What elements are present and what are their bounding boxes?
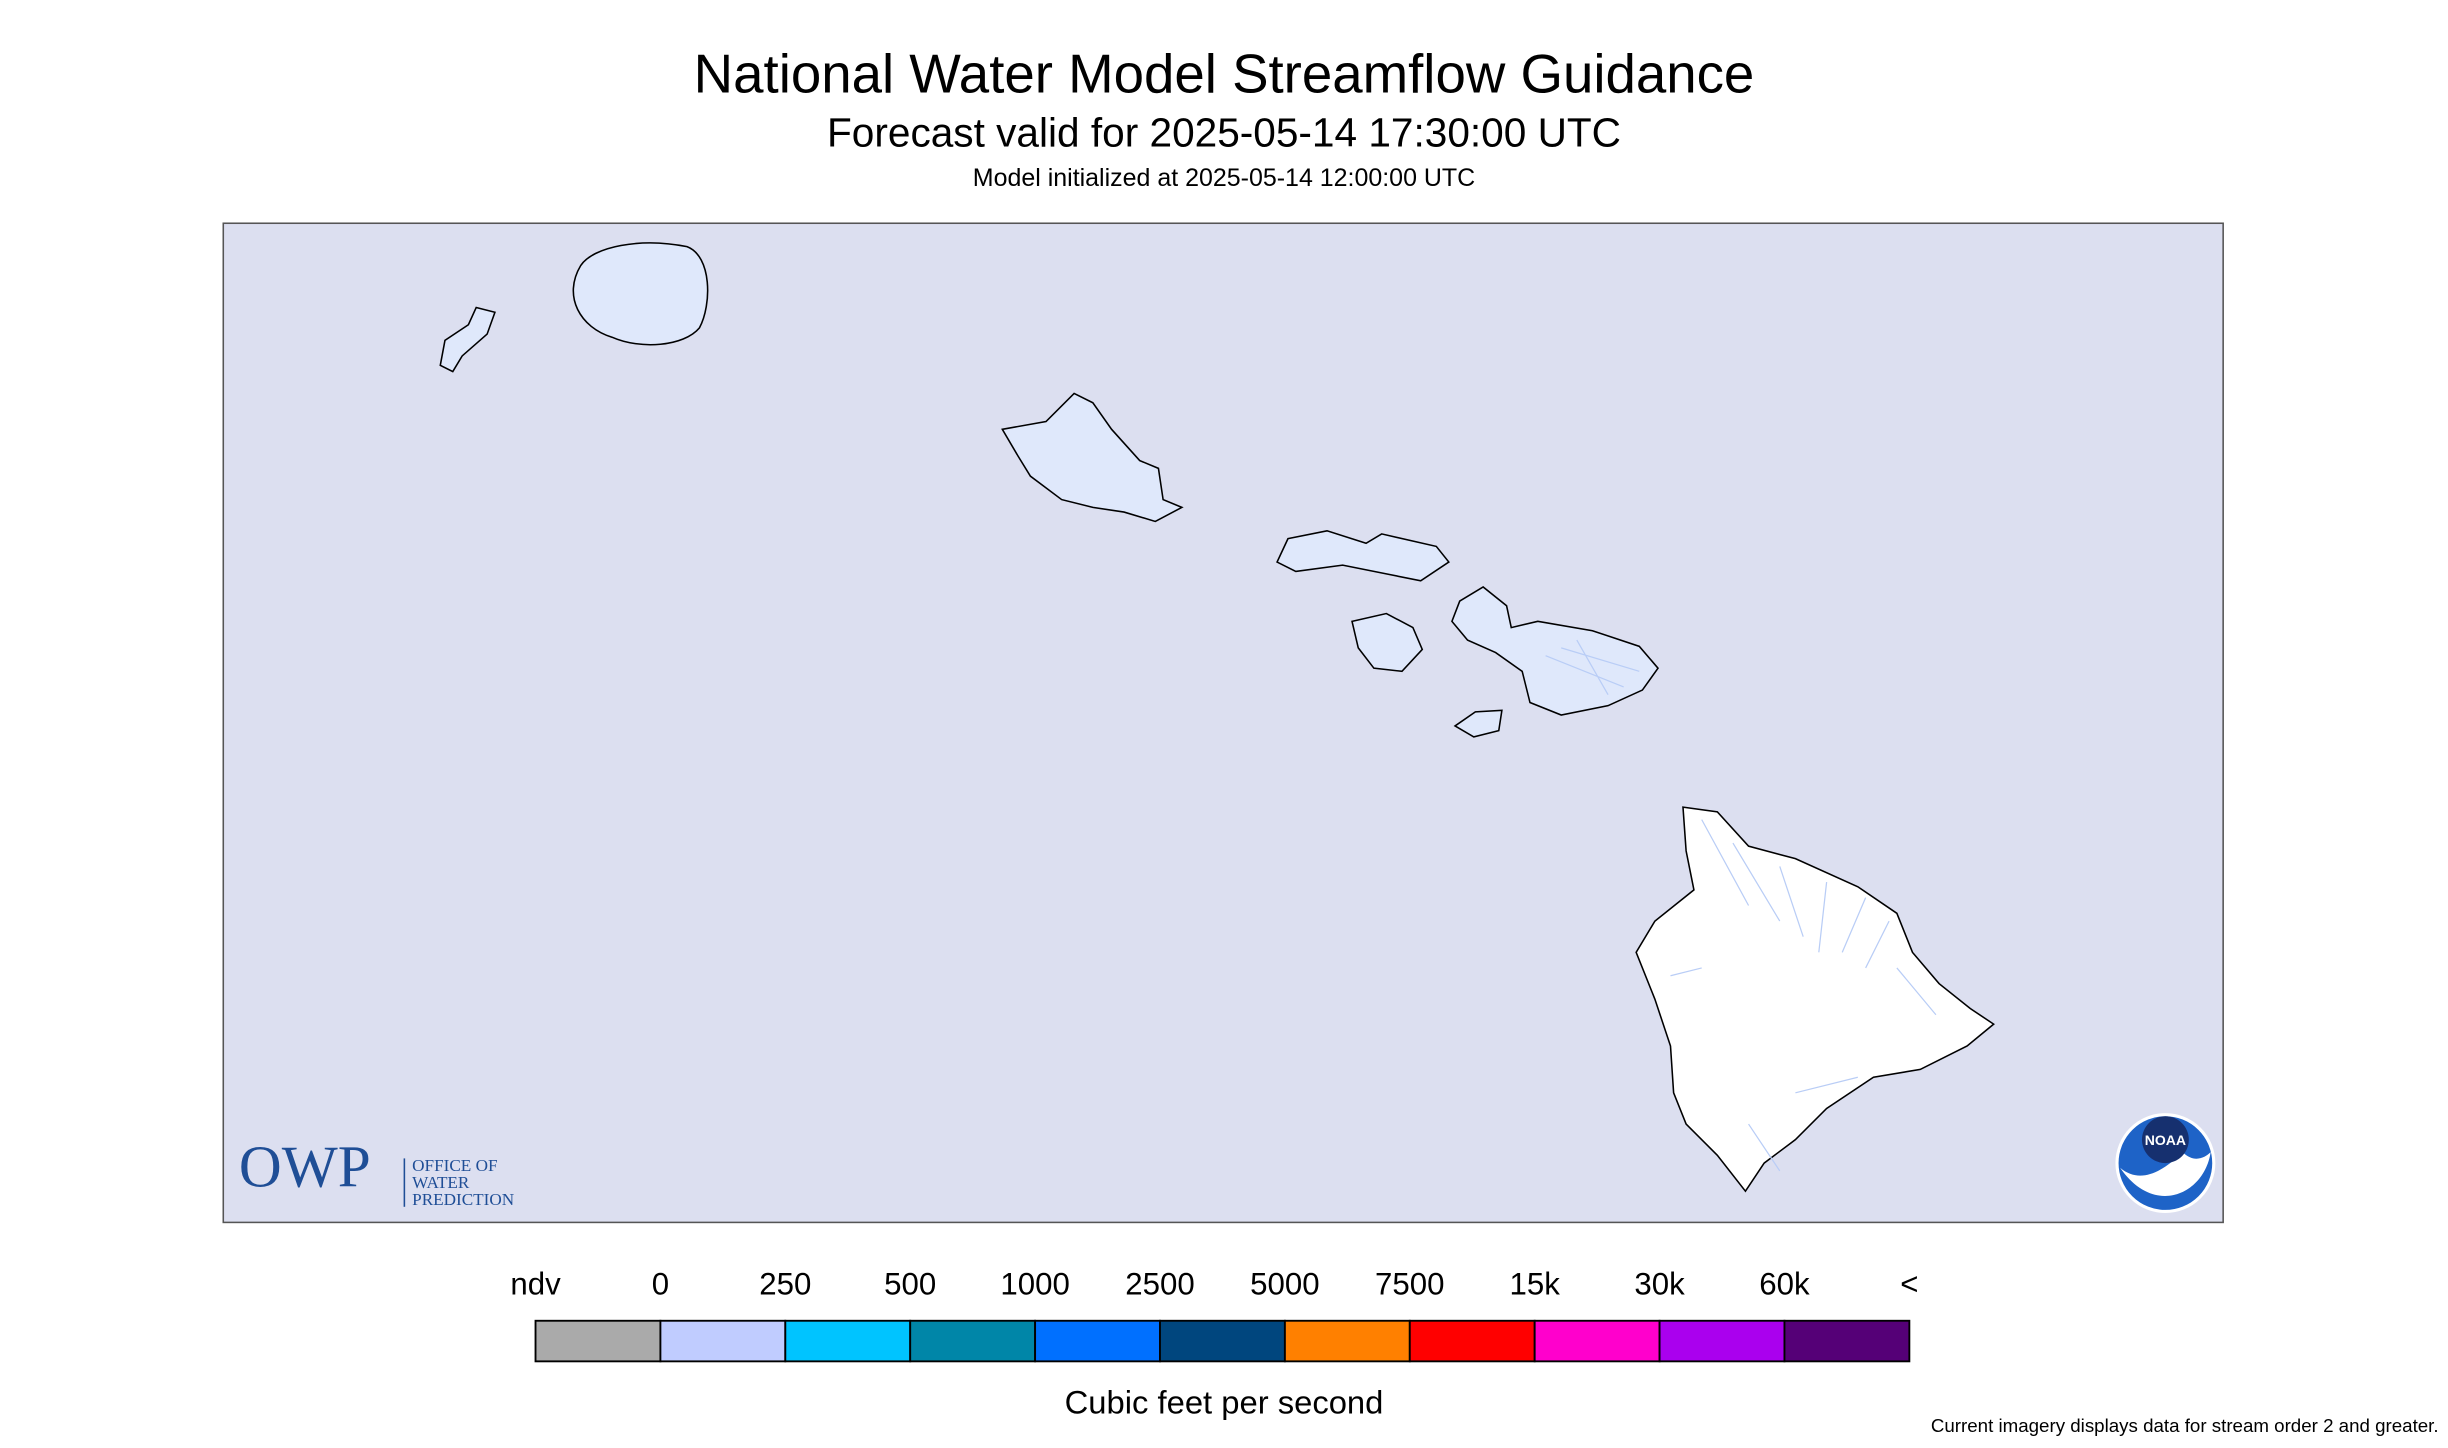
legend-swatch bbox=[1783, 1319, 1911, 1363]
legend-label: 1000 bbox=[1000, 1267, 1069, 1302]
legend-unit: Cubic feet per second bbox=[1065, 1384, 1384, 1421]
legend-swatch bbox=[1533, 1319, 1661, 1363]
noaa-logo: NOAA bbox=[2115, 1113, 2216, 1214]
island-oahu bbox=[1001, 392, 1184, 523]
legend-label: 500 bbox=[884, 1267, 936, 1302]
noaa-gull bbox=[2120, 1152, 2211, 1196]
subtitle: Forecast valid for 2025-05-14 17:30:00 U… bbox=[827, 110, 1621, 156]
island-hawaii bbox=[1635, 806, 1995, 1193]
owp-logo: OWP OFFICE OF WATER PREDICTION bbox=[239, 1134, 514, 1210]
legend-label: 0 bbox=[652, 1267, 669, 1302]
legend-label: 60k bbox=[1759, 1267, 1810, 1302]
island-kahoolawe bbox=[1453, 709, 1503, 738]
owp-logo-text: OWP bbox=[239, 1134, 371, 1200]
footnote: Current imagery displays data for stream… bbox=[1931, 1415, 2439, 1436]
island-kauai bbox=[572, 242, 709, 346]
owp-line: OFFICE OF bbox=[412, 1156, 497, 1175]
map-frame bbox=[222, 222, 2224, 1224]
legend-swatch bbox=[1408, 1319, 1536, 1363]
noaa-top bbox=[2141, 1116, 2189, 1164]
island-maui bbox=[1451, 586, 1660, 716]
legend-label: 5000 bbox=[1250, 1267, 1319, 1302]
legend-label: 2500 bbox=[1125, 1267, 1194, 1302]
island-niihau bbox=[439, 306, 496, 373]
noaa-text: NOAA bbox=[2145, 1132, 2186, 1148]
legend-swatch bbox=[534, 1319, 662, 1363]
init-time: Model initialized at 2025-05-14 12:00:00… bbox=[973, 164, 1475, 192]
legend-label: ndv bbox=[510, 1267, 561, 1302]
island-molokai bbox=[1276, 529, 1450, 582]
owp-line: PREDICTION bbox=[412, 1190, 514, 1209]
legend-swatch bbox=[909, 1319, 1037, 1363]
legend-label: 250 bbox=[759, 1267, 811, 1302]
legend-label: 30k bbox=[1634, 1267, 1685, 1302]
legend-swatch bbox=[659, 1319, 787, 1363]
legend-label: 15k bbox=[1510, 1267, 1561, 1302]
owp-line: WATER bbox=[412, 1173, 470, 1192]
legend-swatch bbox=[1283, 1319, 1411, 1363]
map: OWP OFFICE OF WATER PREDICTION NOAA bbox=[222, 222, 2224, 1224]
legend-swatch bbox=[1034, 1319, 1161, 1363]
title: National Water Model Streamflow Guidance bbox=[694, 43, 1755, 104]
legend-label: 7500 bbox=[1375, 1267, 1444, 1302]
legend: ndv 0 250 500 1000 2500 5000 7500 15k 30k 60k < bbox=[510, 1267, 1918, 1363]
legend-swatch bbox=[1159, 1319, 1286, 1363]
island-lanai bbox=[1351, 612, 1424, 673]
legend-swatch bbox=[1658, 1319, 1786, 1363]
streams bbox=[1545, 639, 1937, 1172]
legend-swatch bbox=[784, 1319, 912, 1363]
legend-label: < bbox=[1900, 1267, 1918, 1302]
